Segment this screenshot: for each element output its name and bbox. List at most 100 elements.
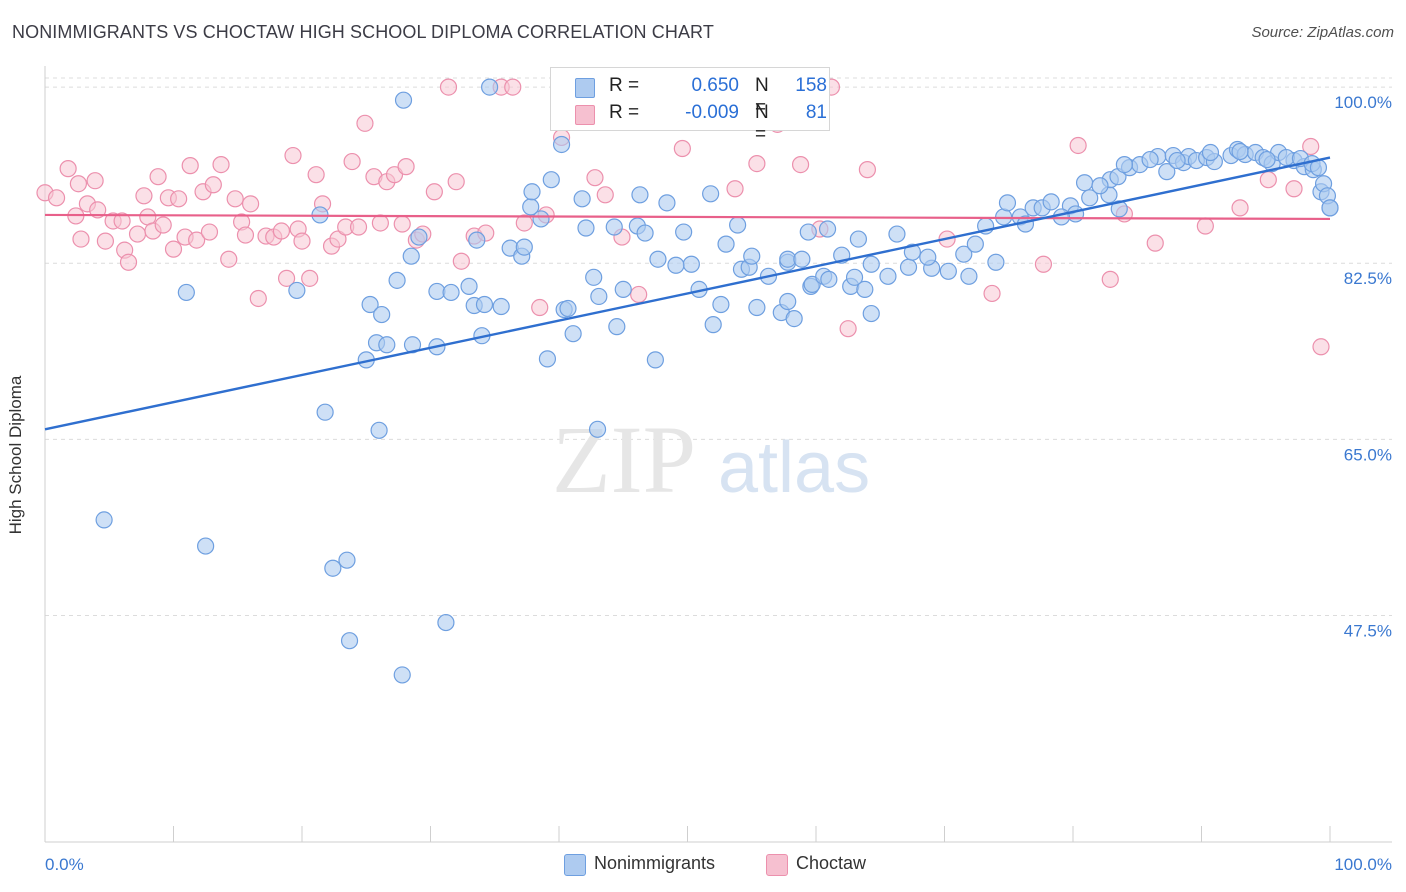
nonimmigrants-point [1110, 200, 1128, 218]
nonimmigrants-point [481, 78, 499, 96]
choctaw-point [188, 231, 206, 249]
choctaw-point [149, 168, 167, 186]
nonimmigrants-trend-line [44, 156, 1331, 431]
nonimmigrants-point [862, 255, 880, 273]
choctaw-point [200, 223, 219, 241]
nonimmigrants-point [845, 268, 864, 286]
nonimmigrants-point [542, 171, 560, 189]
choctaw-point [452, 252, 470, 270]
r-value: -0.009 [685, 102, 739, 123]
y-tick-label: 100.0% [1334, 93, 1392, 112]
nonimmigrants-point [437, 613, 455, 632]
choctaw-point [343, 152, 361, 171]
choctaw-point [673, 139, 691, 158]
nonimmigrants-point [1075, 174, 1094, 192]
nonimmigrants-point [779, 292, 797, 311]
nonimmigrants-point [1258, 150, 1276, 169]
r-label: R = [609, 75, 640, 96]
nonimmigrants-point [899, 258, 918, 276]
nonimmigrants-point [667, 256, 685, 274]
nonimmigrants-point [793, 250, 811, 268]
nonimmigrants-point [987, 253, 1005, 271]
legend-swatch-blue [575, 78, 595, 98]
nonimmigrants-point [378, 336, 396, 354]
nonimmigrants-point [585, 268, 603, 286]
nonimmigrants-point [879, 267, 897, 285]
choctaw-point [447, 173, 465, 191]
nonimmigrants-point [1168, 151, 1186, 170]
r-label: R = [609, 102, 640, 123]
nonimmigrants-point [955, 245, 973, 263]
choctaw-point [69, 175, 88, 193]
nonimmigrants-point [748, 298, 766, 317]
nonimmigrants-point [636, 224, 654, 242]
nonimmigrants-point [590, 287, 608, 306]
choctaw-point [748, 154, 766, 173]
nonimmigrants-point [818, 220, 837, 238]
chart-title: NONIMMIGRANTS VS CHOCTAW HIGH SCHOOL DIP… [12, 22, 714, 42]
nonimmigrants-point [1158, 163, 1176, 181]
choctaw-point [226, 190, 244, 208]
nonimmigrants-point [1052, 208, 1071, 226]
choctaw-point [596, 186, 614, 204]
nonimmigrants-point [856, 280, 874, 299]
nonimmigrants-point [532, 210, 550, 228]
y-tick-label: 47.5% [1344, 622, 1392, 641]
n-value: 81 [805, 102, 827, 123]
x-tick-label: 0.0% [45, 855, 84, 874]
choctaw-point [128, 225, 147, 243]
nonimmigrants-point [1066, 205, 1085, 223]
nonimmigrants-point [373, 305, 391, 324]
choctaw-point [425, 183, 443, 201]
choctaw-trend-line [44, 213, 1331, 221]
watermark-zip: ZIP [552, 406, 696, 513]
tick-labels: 100.0% 82.5% 65.0% 47.5% 0.0% 100.0% [45, 93, 1392, 874]
choctaw-point [1312, 338, 1330, 356]
choctaw-point [630, 285, 648, 304]
nonimmigrants-point [998, 194, 1017, 212]
choctaw-point [349, 218, 368, 236]
nonimmigrants-point [966, 235, 984, 253]
nonimmigrants-point [658, 194, 676, 212]
nonimmigrants-point [394, 91, 413, 109]
r-value: 0.650 [691, 75, 739, 96]
choctaw-point [249, 289, 267, 308]
y-tick-label: 82.5% [1344, 269, 1392, 288]
nonimmigrants-point [475, 295, 494, 314]
choctaw-point [1101, 270, 1119, 288]
choctaw-point [89, 201, 107, 219]
nonimmigrants-point [675, 223, 693, 241]
choctaw-point [272, 222, 291, 240]
choctaw-point [212, 156, 230, 174]
nonimmigrants-point [849, 230, 868, 248]
choctaw-point [1146, 234, 1164, 252]
choctaw-point [371, 214, 389, 232]
choctaw-point [791, 156, 810, 174]
choctaw-point [164, 240, 183, 258]
choctaw-point [119, 253, 138, 271]
nonimmigrants-point [402, 247, 420, 265]
choctaw-point [726, 180, 744, 198]
choctaw-point [1285, 180, 1303, 198]
choctaw-point [531, 298, 549, 317]
choctaw-point [1259, 171, 1277, 189]
legend-label: Nonimmigrants [594, 853, 716, 873]
nonimmigrants-point [95, 511, 113, 529]
choctaw-point [393, 215, 411, 233]
nonimmigrants-point [649, 250, 667, 268]
choctaw-point [293, 232, 311, 250]
choctaw-point [356, 114, 374, 132]
n-label: N = [755, 102, 769, 145]
nonimmigrants-point [631, 186, 649, 204]
choctaw-point [86, 172, 104, 190]
choctaw-point [284, 146, 302, 165]
nonimmigrants-point [820, 270, 838, 288]
nonimmigrants-point [1091, 177, 1109, 195]
nonimmigrants-point [919, 248, 937, 266]
nonimmigrants-point [523, 183, 541, 201]
choctaw-point [983, 284, 1001, 303]
choctaw-point [72, 230, 90, 248]
nonimmigrants-point [743, 247, 761, 265]
choctaw-point [439, 78, 458, 96]
